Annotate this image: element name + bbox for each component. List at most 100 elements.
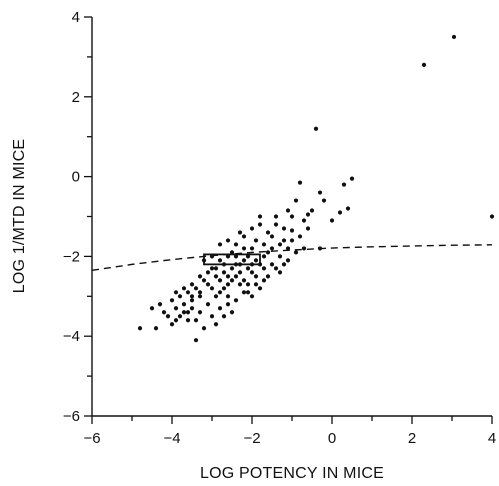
data-point bbox=[229, 250, 235, 255]
data-point bbox=[261, 278, 267, 283]
data-point bbox=[241, 234, 247, 239]
data-point bbox=[301, 246, 307, 251]
dashed-reference-curve bbox=[91, 244, 493, 272]
data-point bbox=[185, 310, 191, 315]
data-point bbox=[489, 214, 495, 219]
data-point bbox=[269, 234, 275, 239]
data-point bbox=[233, 254, 239, 259]
data-point bbox=[257, 214, 263, 219]
data-point bbox=[217, 258, 223, 263]
data-point bbox=[305, 212, 311, 217]
data-point bbox=[269, 262, 275, 267]
data-point bbox=[249, 226, 255, 231]
data-point bbox=[213, 322, 219, 327]
data-point bbox=[345, 206, 351, 211]
x-tick-label: 4 bbox=[488, 430, 496, 447]
data-point bbox=[293, 250, 299, 255]
data-point bbox=[241, 258, 247, 263]
x-tick-label: 0 bbox=[328, 430, 336, 447]
data-point bbox=[137, 326, 143, 331]
data-point bbox=[241, 278, 247, 283]
data-point bbox=[249, 294, 255, 299]
data-point bbox=[177, 294, 183, 299]
data-point bbox=[261, 242, 267, 247]
data-point bbox=[201, 326, 207, 331]
data-point bbox=[257, 222, 263, 227]
x-tick-label: 2 bbox=[408, 430, 416, 447]
data-point bbox=[349, 176, 355, 181]
data-point bbox=[225, 302, 231, 307]
data-point bbox=[277, 242, 283, 247]
data-point bbox=[221, 270, 227, 275]
data-point bbox=[253, 274, 259, 279]
data-point bbox=[197, 310, 203, 315]
data-point bbox=[241, 290, 247, 295]
data-point bbox=[209, 266, 215, 271]
data-point bbox=[233, 242, 239, 247]
data-point bbox=[277, 270, 283, 275]
data-point bbox=[169, 298, 175, 303]
data-point bbox=[233, 298, 239, 303]
y-tick-label: −6 bbox=[63, 408, 80, 425]
data-point bbox=[253, 282, 259, 287]
data-point bbox=[205, 282, 211, 287]
data-point bbox=[217, 290, 223, 295]
data-point bbox=[193, 318, 199, 323]
data-point bbox=[213, 266, 219, 271]
data-point bbox=[221, 314, 227, 319]
data-point bbox=[233, 274, 239, 279]
data-point bbox=[189, 298, 195, 303]
data-point bbox=[253, 258, 259, 263]
data-point bbox=[451, 34, 457, 40]
data-point bbox=[289, 214, 295, 219]
plot-area bbox=[91, 34, 495, 343]
data-point bbox=[269, 246, 275, 251]
x-tick-label: −4 bbox=[163, 430, 180, 447]
data-point bbox=[237, 270, 243, 275]
data-point bbox=[293, 198, 299, 203]
data-point bbox=[229, 310, 235, 315]
data-point bbox=[221, 286, 227, 291]
data-point bbox=[245, 290, 251, 295]
data-point bbox=[285, 208, 291, 213]
data-point bbox=[173, 318, 179, 323]
data-point bbox=[273, 214, 279, 219]
data-point bbox=[317, 246, 323, 251]
y-tick-label: 2 bbox=[72, 89, 80, 106]
data-point bbox=[249, 246, 255, 251]
data-point bbox=[257, 286, 263, 291]
x-axis-label: LOG POTENCY IN MICE bbox=[200, 465, 384, 482]
y-tick-label: −2 bbox=[63, 248, 80, 265]
data-point bbox=[265, 274, 271, 279]
data-point bbox=[337, 210, 343, 215]
data-point bbox=[169, 322, 175, 327]
data-point bbox=[225, 294, 231, 299]
data-point bbox=[253, 238, 259, 243]
data-point bbox=[245, 282, 251, 287]
data-point bbox=[281, 238, 287, 243]
data-point bbox=[321, 198, 327, 203]
data-point bbox=[225, 282, 231, 287]
data-point bbox=[185, 318, 191, 323]
data-point bbox=[153, 326, 159, 331]
data-point bbox=[329, 218, 335, 223]
data-point bbox=[197, 294, 203, 299]
data-point bbox=[249, 270, 255, 275]
x-tick-label: −2 bbox=[243, 430, 260, 447]
data-point bbox=[217, 278, 223, 283]
y-tick-label: −4 bbox=[63, 328, 80, 345]
data-point bbox=[261, 254, 267, 259]
data-point bbox=[225, 238, 231, 243]
data-point bbox=[149, 306, 155, 311]
data-point bbox=[197, 274, 203, 279]
data-point bbox=[285, 258, 291, 263]
data-point bbox=[289, 228, 295, 233]
data-point bbox=[205, 302, 211, 307]
data-point bbox=[181, 302, 187, 307]
data-point bbox=[217, 306, 223, 311]
data-point bbox=[213, 294, 219, 299]
data-point bbox=[209, 314, 215, 319]
data-point bbox=[245, 254, 251, 259]
data-point bbox=[229, 266, 235, 271]
data-point bbox=[265, 250, 271, 255]
